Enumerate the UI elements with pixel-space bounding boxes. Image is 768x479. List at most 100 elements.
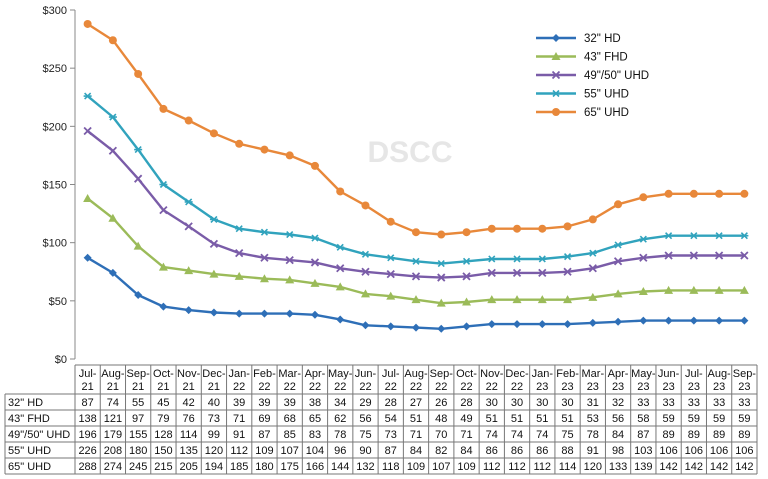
data-label: 73	[208, 413, 220, 425]
data-point-stroke	[552, 89, 560, 98]
data-label: 65	[309, 413, 321, 425]
data-label: 109	[407, 461, 425, 473]
data-point	[235, 249, 244, 258]
data-point	[588, 215, 597, 224]
legend-item: 43" FHD	[536, 52, 628, 64]
data-point	[513, 255, 522, 263]
data-label: 62	[334, 413, 346, 425]
data-label: 28	[460, 397, 472, 409]
data-label: 51	[511, 413, 523, 425]
data-label: 205	[179, 461, 197, 473]
data-point	[740, 189, 749, 198]
data-point	[260, 145, 269, 154]
legend-item: 49"/50" UHD	[536, 70, 649, 82]
data-point-stroke	[538, 255, 546, 263]
data-point	[310, 278, 320, 287]
x-tick-label: Jan-	[532, 368, 554, 380]
data-label: 109	[255, 445, 273, 457]
data-point	[184, 198, 193, 206]
data-point	[639, 235, 648, 243]
data-point-stroke	[462, 272, 471, 281]
data-point	[715, 232, 724, 240]
data-label: 38	[309, 397, 321, 409]
data-point	[689, 189, 698, 198]
data-label: 75	[359, 429, 371, 441]
data-point-stroke	[361, 267, 370, 276]
x-tick-label: 22	[385, 381, 397, 393]
data-point-stroke	[512, 268, 522, 278]
x-tick-label: 22	[284, 381, 296, 393]
x-tick-label: 21	[208, 381, 220, 393]
data-label: 85	[284, 429, 296, 441]
table-row-label: 55" UHD	[8, 445, 51, 457]
data-label: 59	[738, 413, 750, 425]
y-tick-label: $300	[43, 5, 67, 17]
data-label: 180	[129, 445, 147, 457]
data-point-stroke	[210, 215, 218, 223]
data-point	[361, 201, 370, 210]
data-point-stroke	[159, 180, 167, 189]
data-point	[412, 228, 420, 237]
data-point	[437, 273, 446, 282]
data-point	[664, 189, 673, 198]
data-label: 106	[685, 445, 703, 457]
data-point	[411, 272, 421, 281]
x-tick-label: Aug-	[404, 368, 428, 380]
x-tick-label: 23	[561, 381, 573, 393]
data-label: 226	[78, 445, 96, 457]
data-point	[386, 254, 395, 262]
data-label: 74	[486, 429, 498, 441]
data-point	[437, 324, 446, 333]
data-label: 33	[688, 397, 700, 409]
data-point-stroke	[664, 251, 673, 260]
x-tick-label: 22	[460, 381, 472, 393]
x-tick-label: Aug-	[101, 368, 125, 380]
data-label: 99	[208, 429, 220, 441]
x-tick-label: 23	[536, 381, 548, 393]
x-tick-label: 22	[359, 381, 371, 393]
data-label: 142	[685, 461, 703, 473]
data-point	[285, 255, 294, 265]
data-label: 34	[334, 397, 346, 409]
data-point	[487, 320, 496, 329]
data-point	[714, 251, 724, 260]
data-point	[360, 289, 370, 298]
data-point	[436, 298, 446, 307]
data-point	[563, 295, 573, 304]
legend-label: 43" FHD	[584, 52, 628, 64]
data-point	[462, 297, 472, 306]
x-tick-label: 23	[738, 381, 750, 393]
data-label: 118	[382, 461, 400, 473]
data-point	[159, 104, 168, 113]
data-label: 86	[511, 445, 523, 457]
series-1	[83, 193, 749, 307]
data-label: 33	[637, 397, 649, 409]
data-label: 69	[258, 413, 270, 425]
data-label: 144	[331, 461, 349, 473]
data-point	[361, 321, 370, 330]
x-tick-label: 23	[587, 381, 599, 393]
axes: $0 $50 $100 $150 $200 $250 $300	[43, 5, 76, 366]
data-point	[285, 151, 294, 160]
data-label: 82	[435, 445, 447, 457]
data-point	[538, 224, 547, 233]
data-label: 74	[107, 397, 119, 409]
data-label: 89	[713, 429, 725, 441]
data-point-stroke	[639, 235, 647, 243]
data-label: 51	[536, 413, 548, 425]
data-label: 114	[559, 461, 577, 473]
data-point	[285, 230, 294, 239]
legend-label: 32" HD	[584, 33, 621, 45]
x-tick-label: Sep-	[733, 368, 757, 380]
data-point	[83, 92, 92, 100]
data-point-stroke	[412, 257, 420, 265]
data-point	[664, 316, 673, 325]
data-point-stroke	[386, 269, 395, 279]
data-point-stroke	[311, 234, 319, 242]
data-point	[715, 316, 724, 325]
data-point	[235, 139, 244, 148]
data-label: 74	[511, 429, 523, 441]
x-tick-label: 21	[157, 381, 169, 393]
data-label: 155	[129, 429, 147, 441]
data-point	[412, 257, 420, 265]
